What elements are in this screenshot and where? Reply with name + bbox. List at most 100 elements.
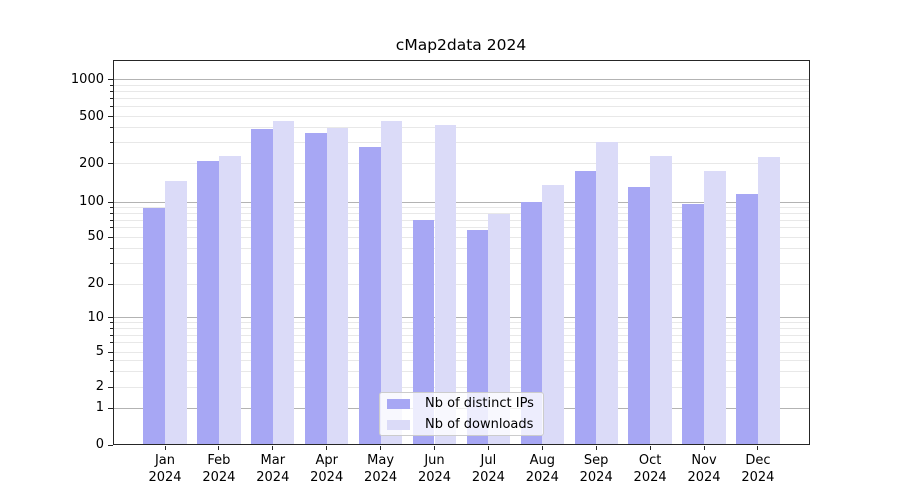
y-tick bbox=[107, 351, 113, 353]
y-minor-tick bbox=[109, 262, 113, 264]
y-minor-tick bbox=[109, 227, 113, 229]
bar-distinct-ips-nov bbox=[682, 203, 704, 445]
gridline-minor bbox=[112, 386, 810, 388]
gridline-minor bbox=[112, 98, 810, 100]
x-tick bbox=[649, 445, 651, 450]
gridline-minor bbox=[112, 283, 810, 285]
x-tick-label: Jul 2024 bbox=[471, 453, 505, 485]
y-tick-label: 20 bbox=[87, 276, 104, 291]
y-tick-label: 1000 bbox=[70, 71, 104, 87]
x-tick bbox=[326, 445, 328, 450]
gridline-major bbox=[112, 317, 810, 318]
gridline-minor bbox=[112, 328, 810, 330]
bar-distinct-ips-may bbox=[358, 147, 381, 445]
bar-downloads-jan bbox=[165, 181, 187, 445]
legend-swatch-downloads bbox=[387, 419, 410, 430]
x-tick-label: Mar 2024 bbox=[256, 453, 290, 485]
y-tick-label: 0 bbox=[95, 437, 104, 452]
y-minor-tick bbox=[109, 206, 113, 208]
x-tick bbox=[703, 445, 705, 450]
y-minor-tick bbox=[109, 90, 113, 92]
x-tick bbox=[164, 445, 166, 450]
y-tick-label: 100 bbox=[79, 194, 104, 209]
gridline-minor bbox=[112, 334, 810, 336]
y-minor-tick bbox=[109, 371, 113, 372]
legend-label-downloads: Nb of downloads bbox=[425, 417, 534, 432]
y-tick-label: 2 bbox=[95, 379, 104, 394]
bar-distinct-ips-apr bbox=[305, 132, 327, 445]
bar-distinct-ips-mar bbox=[251, 129, 273, 445]
gridline-minor bbox=[112, 212, 810, 214]
y-tick bbox=[107, 79, 113, 80]
gridline-minor bbox=[112, 371, 810, 372]
bar-distinct-ips-sep bbox=[574, 170, 597, 445]
x-tick bbox=[218, 445, 220, 450]
x-tick-label: May 2024 bbox=[364, 453, 398, 485]
y-tick bbox=[107, 317, 113, 318]
bar-distinct-ips-dec bbox=[736, 193, 758, 445]
gridline-minor bbox=[112, 84, 810, 86]
legend-item-downloads: Nb of downloads bbox=[387, 417, 543, 433]
x-tick bbox=[541, 445, 543, 450]
legend-swatch-distinct-ips bbox=[387, 398, 410, 409]
y-tick-label: 50 bbox=[87, 229, 104, 244]
y-tick-label: 200 bbox=[79, 155, 104, 171]
y-minor-tick bbox=[109, 98, 113, 100]
y-minor-tick bbox=[109, 334, 113, 336]
bar-downloads-oct bbox=[650, 155, 672, 445]
bar-downloads-jun bbox=[434, 124, 457, 445]
bar-downloads-mar bbox=[272, 120, 295, 445]
gridline-minor bbox=[112, 227, 810, 229]
gridline-minor bbox=[112, 262, 810, 264]
bar-downloads-may bbox=[380, 121, 403, 445]
bar-downloads-sep bbox=[596, 141, 618, 445]
gridline-minor bbox=[112, 106, 810, 108]
y-tick-label: 500 bbox=[79, 108, 104, 124]
y-minor-tick bbox=[109, 212, 113, 214]
x-tick-label: Oct 2024 bbox=[633, 453, 667, 485]
gridline-minor bbox=[112, 219, 810, 221]
bar-distinct-ips-oct bbox=[628, 187, 651, 445]
gridline-major bbox=[112, 201, 810, 203]
y-minor-tick bbox=[109, 328, 113, 330]
y-tick bbox=[107, 163, 113, 164]
y-tick bbox=[107, 444, 113, 446]
y-minor-tick bbox=[109, 106, 113, 108]
bar-downloads-aug bbox=[542, 185, 564, 445]
x-tick bbox=[595, 445, 597, 450]
legend-label-distinct-ips: Nb of distinct IPs bbox=[425, 396, 534, 411]
y-tick bbox=[107, 116, 113, 117]
y-tick bbox=[107, 283, 113, 285]
bar-downloads-nov bbox=[704, 170, 726, 445]
y-tick bbox=[107, 236, 113, 238]
y-tick bbox=[107, 386, 113, 388]
y-minor-tick bbox=[109, 127, 113, 129]
y-minor-tick bbox=[109, 84, 113, 86]
y-tick bbox=[107, 201, 113, 203]
bar-distinct-ips-jun bbox=[412, 220, 435, 445]
x-tick-label: Nov 2024 bbox=[687, 453, 721, 485]
x-tick bbox=[757, 445, 759, 450]
y-minor-tick bbox=[109, 247, 113, 249]
gridline-minor bbox=[112, 163, 810, 164]
y-minor-tick bbox=[109, 342, 113, 344]
y-minor-tick bbox=[109, 322, 113, 324]
bar-downloads-feb bbox=[218, 156, 241, 445]
legend-item-distinct-ips: Nb of distinct IPs bbox=[387, 396, 543, 412]
bar-distinct-ips-feb bbox=[197, 160, 219, 445]
bar-downloads-dec bbox=[757, 157, 780, 445]
x-tick bbox=[487, 445, 489, 450]
gridline-minor bbox=[112, 127, 810, 129]
x-tick-label: Aug 2024 bbox=[525, 453, 559, 485]
x-tick-label: Dec 2024 bbox=[741, 453, 775, 485]
x-tick-label: Jun 2024 bbox=[417, 453, 452, 485]
y-minor-tick bbox=[109, 219, 113, 221]
gridline-minor bbox=[112, 142, 810, 144]
y-tick-label: 1 bbox=[95, 400, 104, 415]
bar-downloads-jul bbox=[488, 213, 511, 445]
x-tick bbox=[380, 445, 382, 450]
gridline-minor bbox=[112, 90, 810, 92]
y-minor-tick bbox=[109, 142, 113, 144]
chart-title: cMap2data 2024 bbox=[395, 36, 527, 54]
